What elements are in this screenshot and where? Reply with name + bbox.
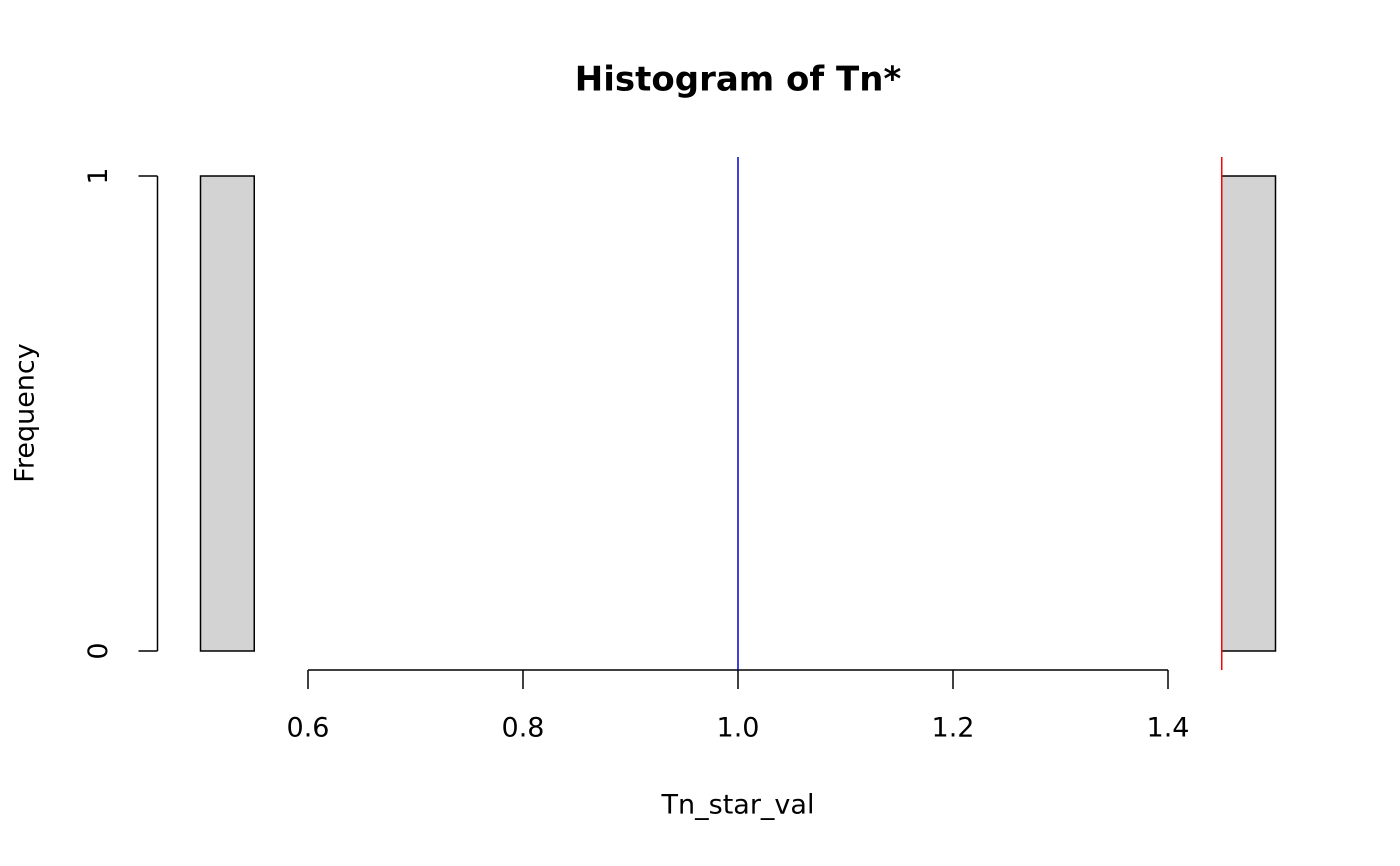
x-tick-label: 1.0: [717, 713, 760, 744]
x-tick-label: 0.6: [287, 713, 330, 744]
y-tick-label: 1: [83, 167, 114, 184]
bar: [1221, 175, 1277, 652]
y-tick-label: 0: [83, 642, 114, 659]
x-tick-label: 1.4: [1147, 713, 1190, 744]
x-axis-label: Tn_star_val: [661, 790, 815, 821]
x-tick-label: 0.8: [502, 713, 545, 744]
chart-title: Histogram of Tn*: [575, 60, 902, 100]
bar: [199, 175, 255, 652]
y-axis-label: Frequency: [10, 343, 41, 483]
x-tick-label: 1.2: [932, 713, 975, 744]
